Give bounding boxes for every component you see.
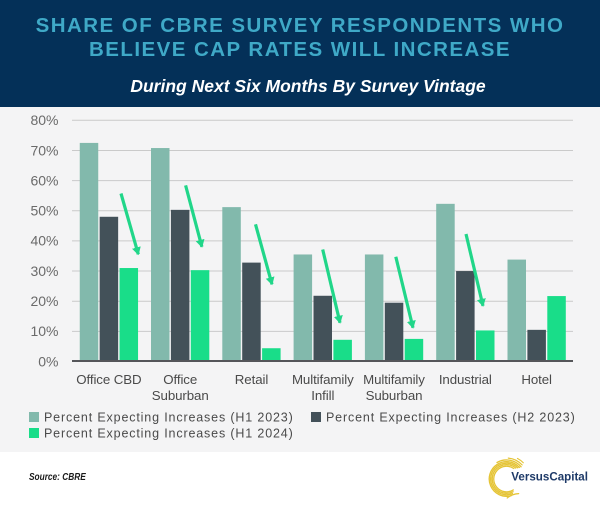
svg-text:0%: 0% [38, 353, 58, 369]
svg-text:VersusCapital: VersusCapital [511, 471, 588, 484]
svg-text:Industrial: Industrial [439, 372, 492, 387]
svg-text:Multifamily: Multifamily [363, 372, 425, 387]
svg-text:30%: 30% [30, 263, 58, 279]
svg-text:Office: Office [163, 372, 197, 387]
svg-text:Suburban: Suburban [152, 388, 209, 403]
svg-text:70%: 70% [30, 142, 58, 158]
svg-text:Percent Expecting Increases (H: Percent Expecting Increases (H1 2023) [44, 411, 294, 425]
svg-text:40%: 40% [30, 233, 58, 249]
svg-text:Suburban: Suburban [366, 388, 423, 403]
svg-text:Percent Expecting Increases (H: Percent Expecting Increases (H2 2023) [326, 411, 576, 425]
svg-text:20%: 20% [30, 293, 58, 309]
svg-text:60%: 60% [30, 172, 58, 188]
svg-text:Retail: Retail [235, 372, 269, 387]
svg-text:50%: 50% [30, 203, 58, 219]
svg-text:80%: 80% [30, 112, 58, 128]
svg-text:Infill: Infill [311, 388, 334, 403]
svg-text:Office CBD: Office CBD [76, 372, 141, 387]
svg-text:Percent Expecting Increases (H: Percent Expecting Increases (H1 2024) [44, 427, 294, 441]
svg-text:Hotel: Hotel [521, 372, 552, 387]
svg-text:Multifamily: Multifamily [292, 372, 354, 387]
svg-text:10%: 10% [30, 323, 58, 339]
